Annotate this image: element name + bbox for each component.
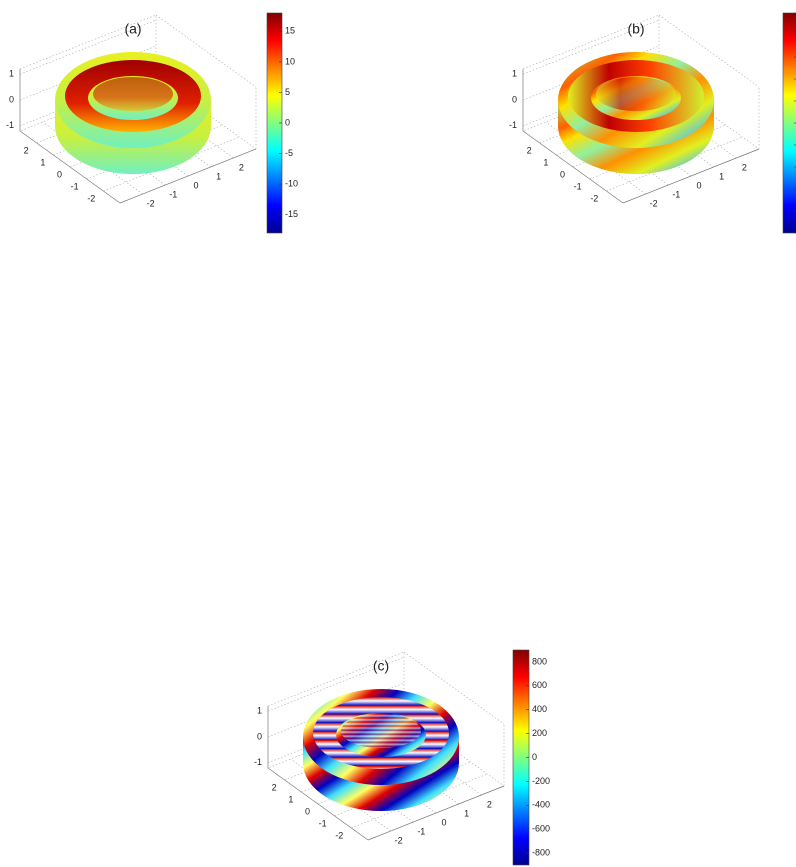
x-tick-label: 1 <box>216 171 221 181</box>
colorbar-tick-label: 800 <box>532 656 547 666</box>
x-tick-label: 2 <box>742 162 747 172</box>
y-tick-label: 2 <box>527 145 532 155</box>
x-tick-label: 1 <box>719 171 724 181</box>
panel: -101-2-1012-2-1012(b)-25-20-15-10-505101… <box>509 12 796 234</box>
colorbar-tick-label: 400 <box>532 704 547 714</box>
y-tick-label: 1 <box>543 157 548 167</box>
x-tick-label: 0 <box>696 180 701 190</box>
z-tick-label: -1 <box>509 120 517 130</box>
colorbar-tick-label: 10 <box>285 56 295 66</box>
y-tick-label: 0 <box>560 169 565 179</box>
y-tick-label: -2 <box>335 830 343 840</box>
y-tick-label: 0 <box>57 169 62 179</box>
x-tick-label: -1 <box>169 189 177 199</box>
colorbar-tick-label: 0 <box>285 117 290 127</box>
y-tick-label: 1 <box>40 157 45 167</box>
z-tick-label: 1 <box>9 69 14 79</box>
colorbar-tick-label: 600 <box>532 680 547 690</box>
z-tick-label: 0 <box>9 94 14 104</box>
z-tick-label: 0 <box>512 94 517 104</box>
panel-title: (b) <box>627 21 644 37</box>
z-tick-label: -1 <box>254 757 262 767</box>
x-tick-label: -2 <box>650 198 658 208</box>
colorbar-tick-label: -10 <box>285 178 298 188</box>
colorbar-tick-label: 200 <box>532 728 547 738</box>
z-tick-label: 0 <box>257 731 262 741</box>
torus-hole-inner <box>596 77 676 111</box>
x-tick-label: -2 <box>395 835 403 845</box>
z-tick-label: 1 <box>512 69 517 79</box>
panel: -1 0 1 -2 -1 0 1 2 -2 -1 0 1 2 (c) -800 -600 -400 -200 0 20… <box>254 649 550 866</box>
x-tick-label: 2 <box>239 162 244 172</box>
colorbar-tick-label: -200 <box>532 776 550 786</box>
x-tick-label: -1 <box>672 189 680 199</box>
box-edge <box>155 14 257 88</box>
y-tick-label: -1 <box>71 181 79 191</box>
colorbar <box>782 12 796 234</box>
box-edge <box>155 76 257 150</box>
y-tick-label: 2 <box>272 782 277 792</box>
z-tick-label: 1 <box>257 706 262 716</box>
x-tick-label: -1 <box>417 826 425 836</box>
x-tick-label: -2 <box>147 198 155 208</box>
y-tick-label: -2 <box>87 193 95 203</box>
box-edge <box>658 76 760 150</box>
x-tick-label: 2 <box>487 799 492 809</box>
torus-hole-inner <box>341 714 421 748</box>
torus-hole-inner <box>93 77 173 111</box>
x-tick-label: 1 <box>464 808 469 818</box>
y-tick-label: -2 <box>590 193 598 203</box>
panel-title: (c) <box>373 658 389 674</box>
colorbar-tick-label: -400 <box>532 800 550 810</box>
y-tick-label: -1 <box>574 181 582 191</box>
y-tick-label: -1 <box>319 818 327 828</box>
colorbar-tick-label: -600 <box>532 824 550 834</box>
box-edge <box>658 14 760 88</box>
colorbar-tick-label: -15 <box>285 209 298 219</box>
colorbar-tick-label: 5 <box>285 87 290 97</box>
colorbar-tick-label: 0 <box>532 752 537 762</box>
box-edge <box>403 713 505 787</box>
y-tick-label: 0 <box>305 806 310 816</box>
y-tick-label: 1 <box>288 794 293 804</box>
colorbar-tick-label: -5 <box>285 148 293 158</box>
colorbar-tick-label: -800 <box>532 847 550 857</box>
x-tick-label: 0 <box>193 180 198 190</box>
colorbar-tick-label: 15 <box>285 26 295 36</box>
x-tick-label: 0 <box>441 817 446 827</box>
y-tick-label: 2 <box>24 145 29 155</box>
z-tick-label: -1 <box>6 120 14 130</box>
panel-title: (a) <box>124 21 141 37</box>
box-edge <box>403 651 505 725</box>
